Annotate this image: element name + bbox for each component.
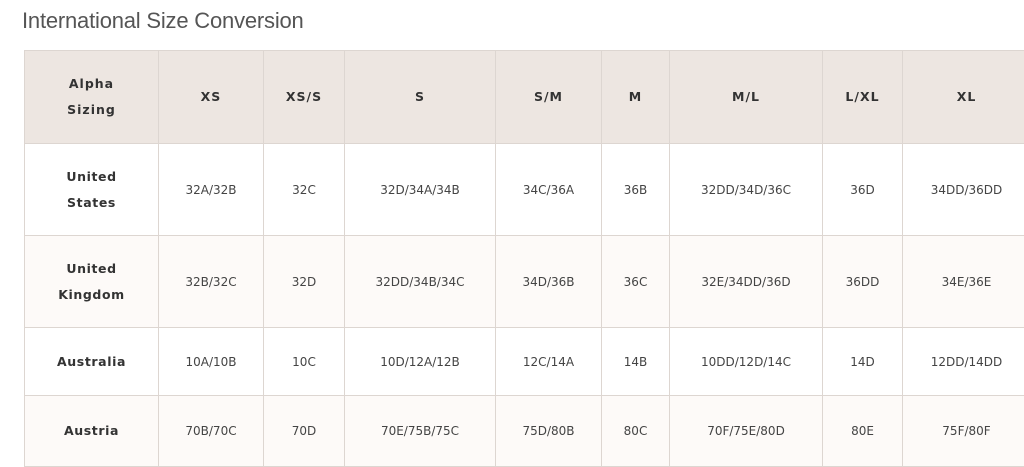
size-conversion-table: Alpha Sizing XS XS/S S S/M M M/L L/XL XL United … [24, 50, 1024, 467]
size-value: 32E/34DD/36D [701, 275, 790, 289]
size-value: 12DD/14DD [931, 355, 1003, 369]
size-value: 32DD/34D/36C [701, 183, 791, 197]
table-cell: 36B [602, 144, 670, 236]
table-cell: 32E/34DD/36D [670, 236, 823, 328]
table-row: United States 32A/32B 32C 32D/34A/34B 34C/36… [25, 144, 1024, 236]
header-label: XL [957, 84, 977, 110]
size-value: 80E [851, 424, 874, 438]
table-cell: 80E [823, 396, 903, 467]
table-cell: 10D/12A/12B [345, 328, 496, 396]
table-cell: 80C [602, 396, 670, 467]
table-cell: 32D/34A/34B [345, 144, 496, 236]
table-cell: 70B/70C [159, 396, 264, 467]
size-value: 10C [292, 355, 316, 369]
page-title: International Size Conversion [22, 8, 304, 34]
header-label: M [629, 84, 642, 110]
header-size-s-m: S/M [496, 51, 602, 144]
country-label: United Kingdom [52, 256, 132, 308]
size-value: 70B/70C [185, 424, 236, 438]
size-value: 32DD/34B/34C [376, 275, 465, 289]
header-label: S/M [534, 84, 563, 110]
size-value: 70E/75B/75C [381, 424, 459, 438]
size-value: 32B/32C [185, 275, 236, 289]
table-cell: 32B/32C [159, 236, 264, 328]
size-value: 34E/36E [942, 275, 992, 289]
table-cell: 75F/80F [903, 396, 1024, 467]
header-row: Alpha Sizing XS XS/S S S/M M M/L L/XL XL [25, 51, 1024, 144]
table-cell: 10DD/12D/14C [670, 328, 823, 396]
table-cell: 36DD [823, 236, 903, 328]
header-size-xl: XL [903, 51, 1024, 144]
size-value: 36C [624, 275, 648, 289]
size-value: 10DD/12D/14C [701, 355, 791, 369]
size-value: 34D/36B [522, 275, 574, 289]
header-size-xs: XS [159, 51, 264, 144]
header-size-m-l: M/L [670, 51, 823, 144]
table-cell: 75D/80B [496, 396, 602, 467]
header-label: M/L [732, 84, 760, 110]
header-size-s: S [345, 51, 496, 144]
table-row: Austria 70B/70C 70D 70E/75B/75C 75D/80B 80C 70… [25, 396, 1024, 467]
header-size-l-xl: L/XL [823, 51, 903, 144]
table-row: United Kingdom 32B/32C 32D 32DD/34B/34C 34D/… [25, 236, 1024, 328]
table-cell: 32D [264, 236, 345, 328]
size-value: 32C [292, 183, 316, 197]
row-header-country: United Kingdom [25, 236, 159, 328]
header-label: S [415, 84, 425, 110]
table-cell: 10C [264, 328, 345, 396]
country-label: Austria [64, 418, 119, 444]
size-value: 10D/12A/12B [380, 355, 460, 369]
table-cell: 34D/36B [496, 236, 602, 328]
size-value: 32D/34A/34B [380, 183, 460, 197]
row-header-country: Austria [25, 396, 159, 467]
size-value: 36DD [846, 275, 880, 289]
size-value: 32D [292, 275, 317, 289]
header-size-m: M [602, 51, 670, 144]
country-label: United States [52, 164, 132, 216]
table-cell: 12C/14A [496, 328, 602, 396]
size-value: 70F/75E/80D [707, 424, 785, 438]
table-cell: 70E/75B/75C [345, 396, 496, 467]
header-alpha-sizing: Alpha Sizing [25, 51, 159, 144]
size-value: 14D [850, 355, 875, 369]
table-cell: 14D [823, 328, 903, 396]
table-cell: 34DD/36DD [903, 144, 1024, 236]
table-cell: 36C [602, 236, 670, 328]
table-cell: 12DD/14DD [903, 328, 1024, 396]
size-value: 75D/80B [522, 424, 574, 438]
header-label: XS/S [286, 84, 322, 110]
size-value: 36B [624, 183, 648, 197]
table-cell: 70F/75E/80D [670, 396, 823, 467]
table-cell: 10A/10B [159, 328, 264, 396]
size-value: 32A/32B [185, 183, 236, 197]
table-cell: 34C/36A [496, 144, 602, 236]
row-header-country: Australia [25, 328, 159, 396]
table-cell: 34E/36E [903, 236, 1024, 328]
header-label: XS [201, 84, 222, 110]
size-value: 75F/80F [942, 424, 990, 438]
size-value: 34DD/36DD [931, 183, 1003, 197]
size-value: 70D [292, 424, 317, 438]
table-cell: 14B [602, 328, 670, 396]
table-row: Australia 10A/10B 10C 10D/12A/12B 12C/14A 14B… [25, 328, 1024, 396]
country-label: Australia [57, 349, 126, 375]
header-size-xs-s: XS/S [264, 51, 345, 144]
table-cell: 32C [264, 144, 345, 236]
size-value: 12C/14A [523, 355, 574, 369]
table-cell: 70D [264, 396, 345, 467]
size-value: 10A/10B [185, 355, 236, 369]
row-header-country: United States [25, 144, 159, 236]
header-label: Alpha Sizing [47, 71, 137, 123]
header-label: L/XL [845, 84, 879, 110]
size-value: 14B [624, 355, 648, 369]
size-value: 80C [624, 424, 648, 438]
table-cell: 36D [823, 144, 903, 236]
table-cell: 32DD/34D/36C [670, 144, 823, 236]
size-value: 36D [850, 183, 875, 197]
table-cell: 32A/32B [159, 144, 264, 236]
size-value: 34C/36A [523, 183, 574, 197]
table-cell: 32DD/34B/34C [345, 236, 496, 328]
